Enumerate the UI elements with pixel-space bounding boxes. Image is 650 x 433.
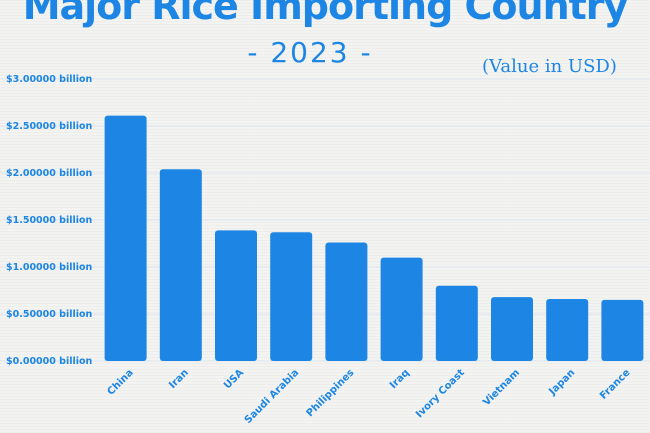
y-tick-label: $1.00000 billion	[6, 262, 93, 273]
chart-subtitle: - 2023 -	[247, 36, 373, 69]
x-tick-label: China	[105, 367, 135, 397]
bar-philippines	[325, 242, 368, 361]
bar-china	[104, 115, 147, 361]
chart-title: Major Rice Importing Country	[22, 0, 629, 28]
x-tick-label: Iran	[167, 367, 191, 391]
bar-iraq	[380, 257, 423, 361]
x-tick-label: Vietnam	[481, 367, 522, 408]
bar-usa	[215, 230, 257, 361]
bar-vietnam	[491, 297, 533, 361]
x-tick-label: Saudi Arabia	[243, 367, 302, 426]
x-tick-label: Iraq	[388, 367, 412, 391]
unit-note: (Value in USD)	[482, 56, 617, 77]
x-tick-label: Ivory Coast	[414, 367, 467, 420]
y-axis-tick-labels: $0.00000 billion $0.50000 billion $1.00000…	[6, 74, 93, 367]
x-tick-label: Japan	[547, 367, 578, 398]
x-tick-label: USA	[222, 367, 246, 391]
x-tick-label: France	[598, 367, 633, 402]
x-tick-label: Philippines	[305, 367, 357, 419]
y-tick-label: $1.50000 billion	[6, 215, 93, 226]
bar-france	[601, 299, 644, 361]
y-tick-label: $0.00000 billion	[6, 356, 93, 367]
y-tick-label: $2.50000 billion	[6, 121, 93, 132]
bar-saudi-arabia	[270, 232, 313, 361]
bar-iran	[159, 169, 202, 361]
bar-ivory-coast	[435, 285, 478, 361]
y-tick-label: $3.00000 billion	[6, 74, 93, 85]
y-tick-label: $0.50000 billion	[6, 309, 93, 320]
bars	[104, 115, 644, 361]
bar-japan	[546, 298, 589, 361]
y-tick-label: $2.00000 billion	[6, 168, 93, 179]
